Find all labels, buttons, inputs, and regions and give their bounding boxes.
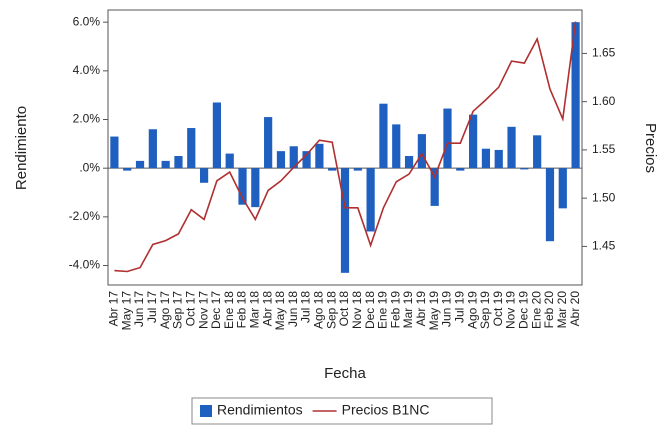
x-tick-label: Abr 18 xyxy=(260,291,274,327)
x-tick-label: Nov 19 xyxy=(504,291,518,329)
y-tick-label: -2.0% xyxy=(69,209,101,223)
bar xyxy=(110,136,119,169)
bar xyxy=(328,168,337,171)
bar xyxy=(212,102,221,169)
bar xyxy=(123,168,132,171)
y2-tick-label: 1.60 xyxy=(592,94,616,108)
y-tick-label: -4.0% xyxy=(69,258,101,272)
bar xyxy=(315,143,324,169)
bar xyxy=(430,168,439,206)
bar xyxy=(353,168,362,171)
x-tick-label: Feb 18 xyxy=(235,291,249,329)
bar xyxy=(494,149,503,169)
x-tick-label: May 18 xyxy=(273,291,287,331)
bar xyxy=(276,151,286,169)
x-tick-label: Jul 19 xyxy=(452,291,466,323)
x-tick-label: Abr 19 xyxy=(414,291,428,327)
x-tick-label: Nov 17 xyxy=(196,291,210,329)
y2-tick-label: 1.45 xyxy=(592,239,616,253)
x-tick-label: Ene 18 xyxy=(222,291,236,329)
bar xyxy=(148,129,157,169)
bar xyxy=(392,124,401,169)
bar xyxy=(135,160,145,169)
bar xyxy=(571,22,580,169)
x-tick-label: Ago 18 xyxy=(312,291,326,329)
bar xyxy=(469,114,478,169)
bar xyxy=(379,103,388,169)
x-tick-label: Oct 17 xyxy=(183,291,197,327)
bar xyxy=(481,148,491,169)
x-tick-label: Abr 17 xyxy=(107,291,121,327)
bar xyxy=(289,146,298,169)
legend-swatch xyxy=(200,405,212,417)
price-line xyxy=(114,21,577,273)
x-tick-label: Ago 17 xyxy=(158,291,172,329)
y-axis-title: Rendimiento xyxy=(13,106,30,190)
y-tick-label: .0% xyxy=(79,160,100,174)
x-tick-label: Ene 19 xyxy=(376,291,390,329)
bar xyxy=(264,117,273,169)
y-tick-label: 6.0% xyxy=(73,14,101,28)
x-tick-label: Mar 18 xyxy=(247,291,261,329)
bar xyxy=(443,108,452,169)
bar xyxy=(225,153,234,169)
x-tick-label: Jul 18 xyxy=(299,291,313,323)
x-tick-label: Dec 19 xyxy=(517,291,531,329)
x-tick-label: Sep 19 xyxy=(478,291,492,329)
bar xyxy=(545,168,555,242)
x-tick-label: May 19 xyxy=(427,291,441,331)
bar xyxy=(558,168,567,209)
bar xyxy=(520,168,529,170)
y2-axis-title: Precios xyxy=(642,123,659,173)
x-tick-label: Jun 18 xyxy=(286,291,300,327)
x-tick-label: Sep 18 xyxy=(324,291,338,329)
legend-label: Rendimientos xyxy=(217,402,303,418)
y-tick-label: 2.0% xyxy=(73,112,101,126)
x-tick-label: Mar 20 xyxy=(555,291,569,329)
x-tick-label: Feb 20 xyxy=(542,291,556,329)
x-tick-label: Oct 18 xyxy=(337,291,351,327)
bar xyxy=(533,135,542,169)
x-tick-label: Dec 17 xyxy=(209,291,223,329)
x-tick-label: Nov 18 xyxy=(350,291,364,329)
x-tick-label: Jul 17 xyxy=(145,291,159,323)
legend xyxy=(191,397,493,425)
bar xyxy=(199,168,209,183)
x-axis-title: Fecha xyxy=(324,365,366,382)
bar xyxy=(507,126,516,169)
x-tick-label: Ene 20 xyxy=(529,291,543,329)
y2-tick-label: 1.50 xyxy=(592,190,616,204)
bar xyxy=(456,168,465,171)
y2-tick-label: 1.55 xyxy=(592,142,616,156)
x-tick-label: Ago 19 xyxy=(465,291,479,329)
x-tick-label: Dec 18 xyxy=(363,291,377,329)
bar xyxy=(302,151,311,169)
bar xyxy=(366,168,375,232)
x-tick-label: Abr 20 xyxy=(568,291,582,327)
bar xyxy=(174,156,183,169)
legend-label: Precios B1NC xyxy=(342,402,430,418)
bar xyxy=(404,156,414,169)
bar xyxy=(251,168,260,208)
x-tick-label: Jun 19 xyxy=(440,291,454,327)
bar xyxy=(187,128,196,169)
bar xyxy=(340,168,350,273)
x-tick-label: Jun 17 xyxy=(132,291,146,327)
x-tick-label: Sep 17 xyxy=(171,291,185,329)
x-tick-label: Mar 19 xyxy=(401,291,415,329)
bar xyxy=(161,160,170,169)
x-tick-label: Oct 19 xyxy=(491,291,505,327)
x-tick-label: Feb 19 xyxy=(388,291,402,329)
y2-tick-label: 1.65 xyxy=(592,46,616,60)
bar xyxy=(417,134,426,169)
x-tick-label: May 17 xyxy=(119,291,133,331)
bar xyxy=(238,168,247,205)
y-tick-label: 4.0% xyxy=(73,63,101,77)
